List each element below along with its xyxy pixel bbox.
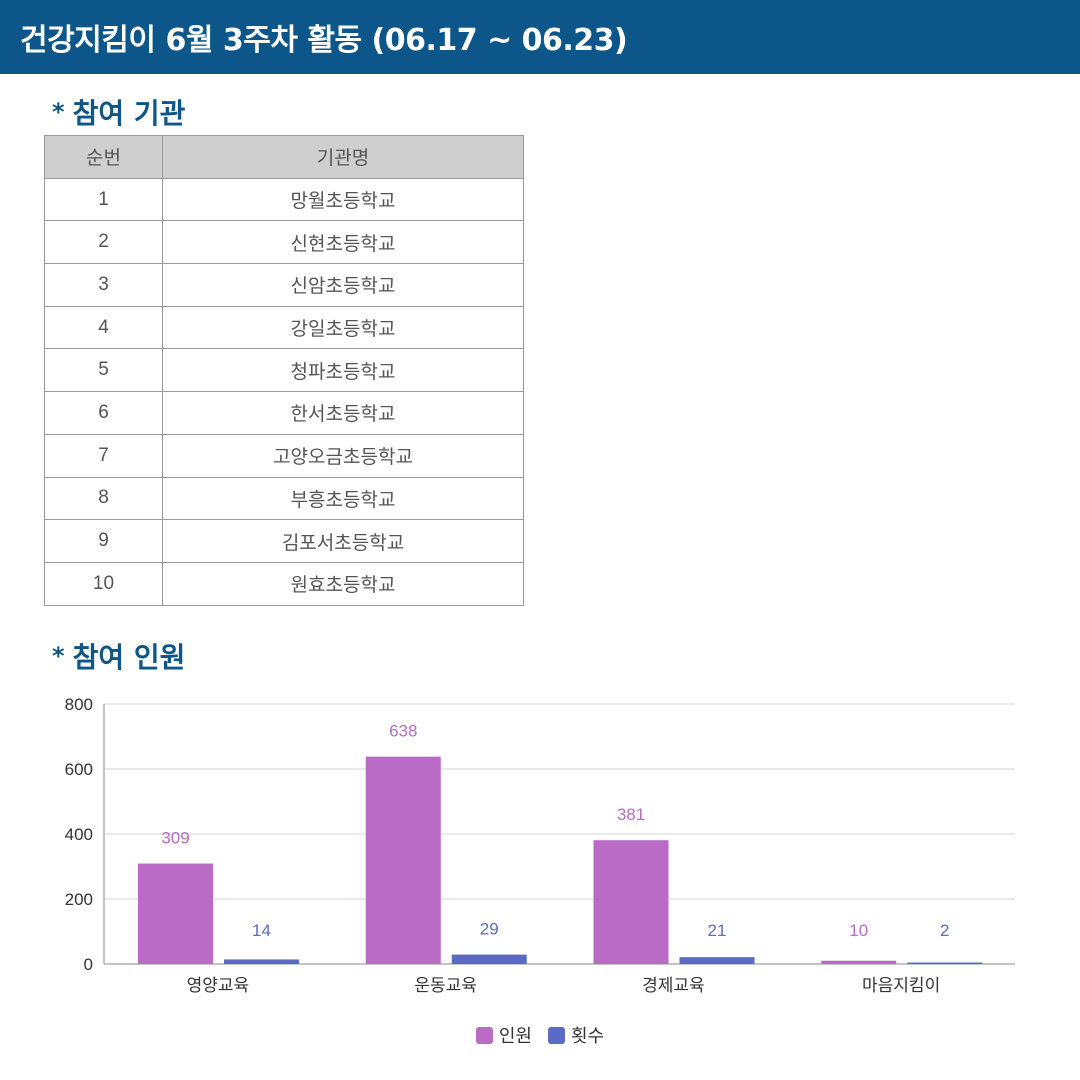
x-tick-label: 영양교육 (187, 976, 250, 996)
legend-item-count: 횟수 (548, 1022, 604, 1048)
table-row: 3 신암초등학교 (44, 263, 524, 307)
data-label: 14 (252, 921, 271, 940)
row-number: 8 (44, 476, 163, 521)
data-label: 21 (708, 921, 727, 940)
legend-swatch (475, 1026, 493, 1044)
data-label: 638 (389, 722, 417, 741)
legend-swatch (548, 1026, 565, 1044)
data-label: 10 (849, 921, 868, 940)
data-label: 309 (161, 829, 189, 848)
row-number: 10 (44, 561, 163, 606)
section-title-text: 참여 인원 (72, 641, 186, 674)
institution-name: 강일초등학교 (162, 305, 524, 350)
row-number: 4 (44, 305, 163, 350)
table-row: 6 한서초등학교 (44, 391, 524, 435)
row-number: 7 (44, 433, 163, 478)
institution-name: 신암초등학교 (162, 263, 524, 307)
data-label: 2 (940, 921, 949, 940)
bar (593, 840, 669, 964)
column-header-number: 순번 (44, 135, 163, 179)
institution-name: 청파초등학교 (162, 348, 524, 393)
legend-label: 횟수 (571, 1026, 605, 1047)
x-tick-label: 운동교육 (414, 976, 477, 996)
institutions-table: 순번 기관명 1 망월초등학교 2 신현초등학교 3 신암초등학교 4 강일초등학교 5… (44, 135, 524, 606)
y-tick-label: 800 (65, 695, 93, 714)
institution-name: 고양오금초등학교 (162, 433, 524, 478)
section-title-participants: * 참여 인원 (52, 636, 185, 676)
institution-name: 김포서초등학교 (162, 519, 524, 563)
table-row: 9 김포서초등학교 (44, 519, 524, 563)
participants-bar-chart: 0 200 400 600 800 309 14 영양교육 638 29 운동교육 381 21 경제교육… (65, 695, 1015, 996)
y-tick-label: 0 (84, 955, 93, 974)
bar (224, 959, 299, 964)
institution-name: 신현초등학교 (162, 220, 524, 265)
table-row: 5 청파초등학교 (44, 348, 524, 393)
data-label: 29 (480, 920, 499, 939)
row-number: 3 (44, 263, 163, 307)
bar (821, 960, 897, 964)
asterisk-bullet-icon: * (52, 642, 65, 670)
table-row: 4 강일초등학교 (44, 305, 524, 350)
bar (451, 954, 527, 964)
table-row: 8 부흥초등학교 (44, 476, 524, 521)
bar (365, 756, 441, 964)
table-row: 7 고양오금초등학교 (44, 433, 524, 478)
bar (679, 957, 755, 964)
data-label: 381 (617, 805, 645, 824)
y-tick-label: 400 (65, 825, 93, 844)
x-tick-label: 마음지킴이 (862, 976, 940, 996)
column-header-name: 기관명 (162, 135, 524, 179)
row-number: 1 (44, 177, 163, 222)
table-row: 1 망월초등학교 (44, 177, 524, 222)
bar (138, 863, 213, 964)
y-tick-label: 200 (65, 890, 93, 909)
table-header-row: 순번 기관명 (44, 135, 524, 179)
section-title-text: 참여 기관 (72, 97, 186, 130)
institution-name: 원효초등학교 (162, 561, 524, 606)
institution-name: 한서초등학교 (162, 391, 524, 435)
y-tick-label: 600 (65, 760, 93, 779)
header-bar: 건강지킴이 6월 3주차 활동 (06.17 ~ 06.23) (0, 0, 1080, 74)
row-number: 9 (44, 519, 163, 563)
institution-name: 부흥초등학교 (162, 476, 524, 521)
table-row: 10 원효초등학교 (44, 561, 524, 606)
row-number: 5 (44, 348, 163, 393)
row-number: 6 (44, 391, 163, 435)
institution-name: 망월초등학교 (162, 177, 524, 222)
section-title-institutions: * 참여 기관 (52, 92, 185, 132)
legend-item-participants: 인원 (475, 1022, 532, 1048)
page-title: 건강지킴이 6월 3주차 활동 (06.17 ~ 06.23) (20, 23, 628, 58)
x-tick-label: 경제교육 (642, 976, 705, 996)
bar (907, 962, 983, 964)
asterisk-bullet-icon: * (52, 98, 65, 126)
row-number: 2 (44, 220, 163, 265)
chart-legend: 인원 횟수 (0, 1022, 1080, 1048)
table-row: 2 신현초등학교 (44, 220, 524, 265)
legend-label: 인원 (498, 1026, 532, 1047)
